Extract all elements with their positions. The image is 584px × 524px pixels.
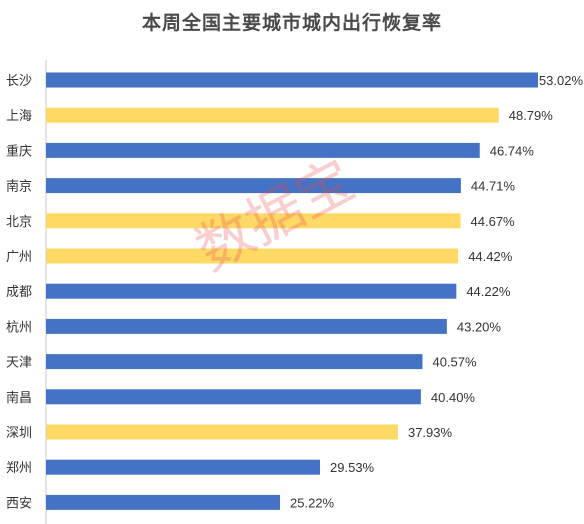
category-label: 上海 <box>6 109 32 124</box>
bar <box>46 354 423 370</box>
value-label: 44.22% <box>466 284 511 299</box>
bar <box>46 459 321 475</box>
category-label: 南昌 <box>6 390 32 406</box>
bar <box>46 107 499 123</box>
category-label: 天津 <box>6 356 32 371</box>
category-label: 杭州 <box>6 320 32 335</box>
value-label: 44.42% <box>468 249 513 264</box>
value-label: 25.22% <box>290 495 335 510</box>
category-label: 长沙 <box>6 74 32 89</box>
bar <box>46 494 281 510</box>
value-label: 29.53% <box>330 460 375 475</box>
chart-title: 本周全国主要城市城内出行恢复率 <box>141 12 442 34</box>
value-label: 44.67% <box>471 214 516 229</box>
value-label: 40.40% <box>431 390 476 405</box>
category-label: 广州 <box>6 250 32 265</box>
category-label: 重庆 <box>6 143 32 159</box>
value-label: 46.74% <box>490 143 535 158</box>
bar <box>46 424 398 440</box>
value-label: 44.71% <box>471 179 516 194</box>
value-label: 48.79% <box>509 108 554 123</box>
bar <box>46 72 538 88</box>
category-label: 西安 <box>6 496 32 511</box>
bar <box>46 318 447 334</box>
category-label: 北京 <box>6 215 32 230</box>
bar <box>46 389 421 405</box>
bar <box>46 283 457 299</box>
value-label: 37.93% <box>408 425 453 440</box>
bar <box>46 213 461 229</box>
bar <box>46 142 480 158</box>
bar <box>46 178 461 194</box>
value-label: 40.57% <box>432 355 477 370</box>
category-label: 成都 <box>6 285 32 300</box>
value-label: 43.20% <box>457 319 502 334</box>
bar <box>46 248 459 264</box>
category-label: 郑州 <box>6 461 32 476</box>
category-label: 深圳 <box>6 426 32 441</box>
category-label: 南京 <box>6 179 32 195</box>
value-label: 53.02% <box>539 73 584 88</box>
